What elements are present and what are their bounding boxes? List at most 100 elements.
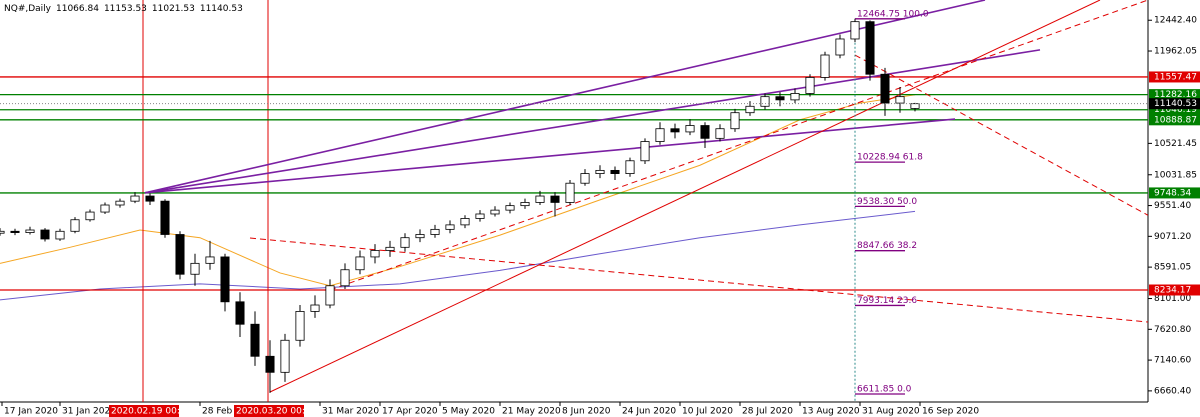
x-tick-label: 13 Aug 2020 [802,407,860,417]
y-tick-label: 9551.40 [1154,201,1191,211]
hline-label: 9748.34 [1154,188,1191,198]
fib-label: 12464.75 100.0 [857,9,929,19]
hline-label: 11046.19 [1154,105,1197,115]
candle-body [235,301,245,325]
candle-body [175,234,185,275]
y-tick-label: 8101.00 [1154,294,1191,304]
candle-body [310,304,320,312]
candle-body [70,219,80,232]
x-tick-label: 28 Jul 2020 [742,407,793,417]
candle-body [490,209,500,215]
candle-body [205,256,215,264]
header-field: 11153.53 [104,4,147,14]
candle-body [835,38,845,56]
candle-body [670,128,680,133]
candle-body [295,311,305,341]
vline-label-box [109,405,179,417]
candle-body [535,195,545,203]
candle-body [805,77,815,94]
candle-body [430,228,440,235]
candle-body [325,285,335,306]
candle-body [505,205,515,211]
candle-body [415,234,425,239]
candle-body [145,195,155,202]
hline-label: 11557.47 [1154,72,1197,82]
trendline [269,0,1101,393]
hline-label-box [1149,187,1200,199]
candle-body [880,73,890,104]
candle-body [730,112,740,130]
y-tick-label: 7620.80 [1154,325,1191,335]
candle-body [250,323,260,357]
vline-label: 2020.03.20 00:00 [236,407,317,417]
fib-label: 7993.14 23.6 [857,296,917,306]
candle-body [775,96,785,101]
hline-label-box [1149,89,1200,101]
trendline [144,49,1041,194]
candle-body [40,229,50,240]
candle-body [370,250,380,258]
candle-body [895,96,905,104]
candle-body [280,339,290,373]
x-tick-label: 5 May 2020 [442,407,495,417]
hline-label-box [1149,114,1200,126]
fib-label: 8847.66 38.2 [857,241,917,251]
hline-label: 11282.16 [1154,90,1197,100]
candle-body [400,237,410,248]
y-tick-label: 8591.05 [1154,263,1191,273]
x-tick-label: 8 Jun 2020 [562,407,611,417]
candle-body [340,269,350,287]
trendline [329,0,1148,291]
candle-body [625,160,635,174]
trendline [854,54,1148,216]
candle-body [640,141,650,162]
candle-body [820,54,830,78]
last-price-label: 11140.53 [1154,99,1197,109]
y-tick-label: 12442.40 [1154,16,1197,26]
candle-body [265,355,275,373]
trendline [144,118,956,194]
y-tick-label: 9071.20 [1154,232,1191,242]
candle-body [850,21,860,40]
x-tick-label: 10 Jul 2020 [682,407,733,417]
y-tick-label: 10031.85 [1154,170,1197,180]
fib-label: 10228.94 61.8 [857,153,923,163]
candle-body [475,213,485,219]
x-tick-label: 17 Apr 2020 [382,407,438,417]
candle-body [685,125,695,133]
candle-body [760,96,770,107]
chart-header: NQ#,Daily 11066.84 11153.53 11021.53 11140.5… [4,4,243,14]
header-field: NQ#,Daily [4,4,52,14]
x-tick-label: 17 Jan 2020 [4,407,58,417]
candle-body [520,202,530,207]
moving-average [0,210,916,301]
vline-label: 2020.02.19 00:00 [111,407,192,417]
hline-label-box [1149,284,1200,296]
candle-body [610,169,620,174]
hline-label-box [1149,71,1200,83]
header-field: 11066.84 [56,4,99,14]
x-tick-label: 31 Jan 2020 [62,407,116,417]
candle-body [55,230,65,240]
x-tick-label: 16 Sep 2020 [922,407,979,417]
hline-label-box [1149,104,1200,116]
candle-body [580,173,590,184]
y-tick-label: 7140.60 [1154,356,1191,366]
y-tick-label: 10521.45 [1154,139,1197,149]
candle-body [790,93,800,101]
y-tick-label: 11962.05 [1154,47,1197,57]
fib-label: 9538.30 50.0 [857,197,917,207]
x-tick-label: 28 Feb 2020 [202,407,258,417]
candle-body [130,195,140,202]
vline-label-box [234,405,304,417]
header-field: 11140.53 [200,4,243,14]
trendline [249,237,1148,323]
candle-body [460,218,470,226]
candle-body [595,169,605,174]
candle-body [565,182,575,203]
x-tick-label: 24 Jun 2020 [622,407,676,417]
candle-body [445,224,455,230]
candle-body [220,256,230,303]
x-tick-label: 31 Mar 2020 [322,407,379,417]
